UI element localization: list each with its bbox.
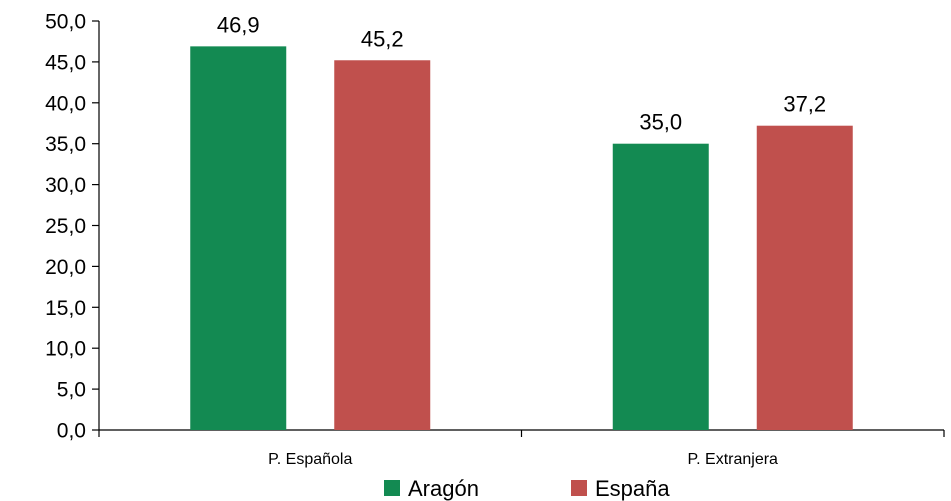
legend-label: España [595,476,670,501]
y-tick-label: 40,0 [45,92,86,115]
x-axis: P. Española P. Extranjera [98,429,945,468]
bar-espana-1 [756,125,853,430]
data-label: 35,0 [639,110,682,135]
y-tick-label: 45,0 [45,51,86,74]
bar-aragon-0 [190,46,287,430]
y-axis: 0,0 5,0 10,0 15,0 20,0 25,0 30,0 35,0 40,0 45,0 50… [45,11,100,443]
legend: Aragón España [384,476,670,501]
y-tick-label: 0,0 [57,420,86,443]
y-tick-label: 5,0 [57,379,86,402]
legend-swatch-aragon [384,480,400,496]
y-tick-label: 50,0 [45,11,86,34]
y-tick-label: 30,0 [45,174,86,197]
y-tick-label: 15,0 [45,297,86,320]
y-tick-label: 25,0 [45,215,86,238]
y-tick-label: 20,0 [45,256,86,279]
legend-label: Aragón [408,476,479,501]
data-label: 46,9 [217,12,260,37]
bar-espana-0 [334,60,431,430]
bars [190,46,853,430]
data-labels: 46,9 45,2 35,0 37,2 [217,12,826,134]
y-tick-label: 35,0 [45,133,86,156]
data-label: 37,2 [783,92,826,117]
bar-aragon-1 [612,143,709,430]
data-label: 45,2 [361,26,404,51]
x-category-label: P. Extranjera [688,451,779,468]
legend-swatch-espana [571,480,587,496]
x-category-label: P. Española [268,451,352,468]
y-tick-label: 10,0 [45,338,86,361]
